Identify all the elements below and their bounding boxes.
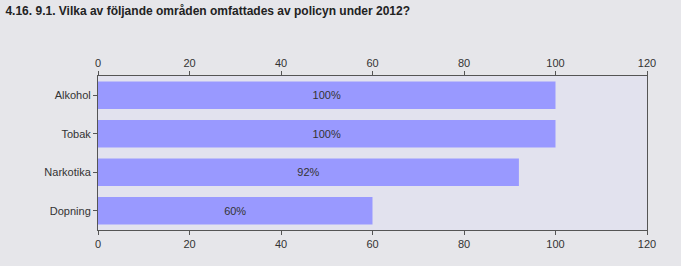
svg-text:100: 100: [546, 57, 564, 69]
svg-text:60%: 60%: [224, 205, 246, 217]
svg-text:120: 120: [638, 238, 656, 250]
svg-text:80: 80: [458, 238, 470, 250]
svg-text:0: 0: [95, 57, 101, 69]
svg-text:Dopning: Dopning: [50, 205, 91, 217]
svg-text:80: 80: [458, 57, 470, 69]
svg-text:100%: 100%: [313, 89, 341, 101]
svg-text:20: 20: [183, 57, 195, 69]
svg-text:92%: 92%: [297, 166, 319, 178]
svg-text:100: 100: [546, 238, 564, 250]
svg-text:0: 0: [95, 238, 101, 250]
svg-text:40: 40: [275, 57, 287, 69]
svg-text:40: 40: [275, 238, 287, 250]
svg-text:20: 20: [183, 238, 195, 250]
svg-text:Narkotika: Narkotika: [44, 166, 91, 178]
svg-text:120: 120: [638, 57, 656, 69]
svg-text:4.16. 9.1. Vilka av följande o: 4.16. 9.1. Vilka av följande områden omf…: [5, 4, 410, 18]
svg-text:Tobak: Tobak: [61, 128, 91, 140]
svg-text:Alkohol: Alkohol: [55, 89, 91, 101]
svg-text:60: 60: [366, 57, 378, 69]
svg-text:100%: 100%: [313, 128, 341, 140]
svg-text:60: 60: [366, 238, 378, 250]
